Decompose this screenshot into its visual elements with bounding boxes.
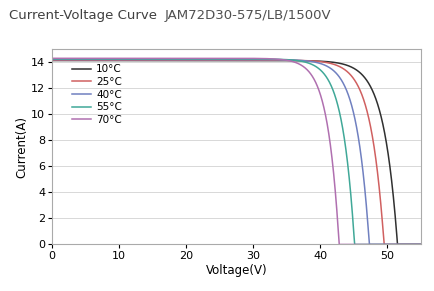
55°C <box>92 57 98 61</box>
25°C <box>92 58 98 62</box>
55°C <box>210 57 215 61</box>
40°C <box>49 58 55 61</box>
40°C <box>378 243 383 246</box>
10°C <box>418 243 423 246</box>
55°C <box>115 57 120 61</box>
70°C <box>92 56 98 60</box>
55°C <box>194 57 199 61</box>
Text: JAM72D30-575/LB/1500V: JAM72D30-575/LB/1500V <box>165 9 332 22</box>
55°C <box>378 243 383 246</box>
25°C <box>115 58 120 62</box>
55°C <box>49 57 55 61</box>
70°C <box>210 56 215 60</box>
Line: 40°C: 40°C <box>52 60 427 244</box>
X-axis label: Voltage(V): Voltage(V) <box>206 264 267 277</box>
Line: 55°C: 55°C <box>52 59 427 244</box>
Y-axis label: Current(A): Current(A) <box>15 116 28 178</box>
70°C <box>425 243 430 246</box>
40°C <box>194 58 199 61</box>
70°C <box>115 56 120 60</box>
25°C <box>418 243 423 246</box>
40°C <box>425 243 430 246</box>
70°C <box>49 56 55 60</box>
70°C <box>418 243 423 246</box>
Legend: 10°C, 25°C, 40°C, 55°C, 70°C: 10°C, 25°C, 40°C, 55°C, 70°C <box>72 64 122 125</box>
10°C <box>92 59 98 62</box>
40°C <box>418 243 423 246</box>
10°C <box>395 243 400 246</box>
70°C <box>337 243 342 246</box>
55°C <box>352 243 357 246</box>
40°C <box>92 58 98 61</box>
25°C <box>49 58 55 62</box>
55°C <box>425 243 430 246</box>
70°C <box>378 243 383 246</box>
55°C <box>418 243 423 246</box>
Text: Current-Voltage Curve: Current-Voltage Curve <box>9 9 157 22</box>
40°C <box>115 58 120 61</box>
70°C <box>194 56 199 60</box>
10°C <box>425 243 430 246</box>
10°C <box>115 59 120 62</box>
Line: 25°C: 25°C <box>52 60 427 244</box>
10°C <box>194 59 199 62</box>
Line: 70°C: 70°C <box>52 58 427 244</box>
25°C <box>381 243 387 246</box>
40°C <box>210 58 215 61</box>
25°C <box>425 243 430 246</box>
25°C <box>377 192 382 196</box>
Line: 10°C: 10°C <box>52 61 427 244</box>
25°C <box>210 58 215 62</box>
25°C <box>194 58 199 62</box>
40°C <box>367 243 372 246</box>
10°C <box>377 110 382 113</box>
10°C <box>49 59 55 62</box>
10°C <box>210 59 215 62</box>
